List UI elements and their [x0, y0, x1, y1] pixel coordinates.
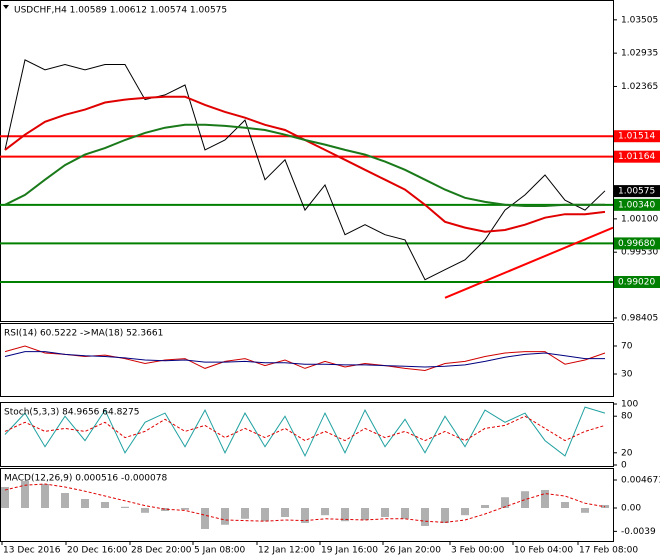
y-tick-label: 70 — [621, 342, 633, 352]
price-label-box — [614, 198, 660, 211]
histogram-bar — [181, 507, 189, 510]
y-tick-label: 100 — [621, 400, 638, 410]
histogram-bar — [41, 484, 49, 508]
histogram-bar — [101, 502, 109, 508]
last-price: 1.00575 — [618, 187, 655, 197]
x-tick-label: 17 Feb 08:00 — [579, 546, 638, 556]
histogram-bar — [361, 507, 369, 520]
series-line — [4, 483, 606, 523]
y-tick-label: 0.004671 — [621, 476, 660, 486]
histogram-bar — [461, 507, 469, 516]
panel: 70 30 RSI(14) 60.5222 ->MA(18) 52.3661 — [0, 323, 633, 397]
histogram-bar — [421, 507, 429, 526]
histogram-bar — [441, 507, 449, 523]
histogram-bar — [221, 507, 229, 525]
x-tick-label: 20 Dec 16:00 — [67, 546, 128, 556]
price-label-box — [614, 150, 660, 163]
panel-title: Stoch(5,3,3) 84.9656 64.8275 — [4, 408, 139, 418]
histogram-bar — [161, 507, 169, 511]
x-tick-label: 12 Jan 12:00 — [258, 546, 315, 556]
y-tick-label: 80 — [621, 412, 633, 422]
y-tick-label: 1.00100 — [621, 214, 658, 224]
series-line — [4, 415, 606, 442]
y-tick-label: 20 — [621, 448, 633, 458]
panel: 1.03505 1.02935 1.02365 1.00100 0.99530 0.984… — [0, 0, 660, 323]
symbol-icon — [3, 5, 9, 9]
y-tick-label: 1.02365 — [621, 82, 658, 92]
x-tick-label: 19 Jan 16:00 — [321, 546, 378, 556]
histogram-bar — [201, 507, 209, 529]
histogram-bar — [381, 507, 389, 517]
x-tick-label: 26 Jan 20:00 — [384, 546, 441, 556]
histogram-bar — [61, 493, 69, 508]
x-tick-label: 5 Jan 08:00 — [194, 546, 246, 556]
x-tick-label: 3 Feb 00:00 — [451, 546, 505, 556]
series-line — [4, 345, 606, 372]
panel: 100 80 20 0 Stoch(5,3,3) 84.9656 64.8275 — [0, 400, 638, 471]
histogram-bar — [581, 507, 589, 513]
y-tick-label: 1.03505 — [621, 15, 658, 25]
histogram-bar — [341, 507, 349, 522]
series-line — [4, 406, 606, 458]
histogram-bar — [281, 507, 289, 517]
y-tick-label: 30 — [621, 370, 633, 380]
histogram-bar — [241, 507, 249, 519]
price-label: 1.00340 — [618, 200, 655, 210]
panel-frame — [0, 402, 614, 467]
price-label: 1.01514 — [618, 132, 655, 142]
x-tick-label: 28 Dec 20:00 — [131, 546, 192, 556]
histogram-bar — [521, 491, 529, 508]
y-tick-label: 0.99530 — [621, 248, 658, 258]
histogram-bar — [121, 506, 129, 508]
histogram-bar — [501, 497, 509, 508]
y-tick-label: 0.98405 — [621, 313, 658, 323]
x-tick-label: 13 Dec 2016 — [3, 546, 61, 556]
histogram-bar — [261, 507, 269, 522]
x-tick-label: 10 Feb 04:00 — [514, 546, 573, 556]
series-line — [4, 123, 605, 207]
price-label-box — [614, 130, 660, 143]
panel-title: USDCHF,H4 1.00589 1.00612 1.00574 1.0057… — [14, 6, 227, 16]
price-label: 0.99020 — [618, 278, 655, 288]
histogram-bar — [1, 487, 9, 508]
price-label-box — [614, 237, 660, 250]
histogram-bar — [401, 507, 409, 519]
y-tick-label: 1.02935 — [621, 49, 658, 59]
panel-frame — [0, 0, 614, 322]
series-line — [4, 59, 606, 281]
histogram-bar — [321, 507, 329, 516]
histogram-bar — [81, 499, 89, 508]
histogram-bar — [21, 481, 29, 508]
price-label: 0.99680 — [618, 239, 655, 249]
histogram-bar — [561, 502, 569, 508]
y-tick-label: 0.00 — [621, 503, 641, 513]
panel-title: RSI(14) 60.5222 ->MA(18) 52.3661 — [4, 329, 163, 339]
panel-frame — [0, 323, 614, 397]
y-tick-label: 0 — [621, 461, 627, 471]
series-line — [4, 351, 605, 368]
histogram-bar — [301, 507, 309, 523]
price-label-box — [614, 276, 660, 289]
histogram-bar — [541, 490, 549, 508]
y-tick-label: -0.0039 — [621, 527, 656, 537]
last-price-box — [614, 185, 660, 198]
histogram-bar — [481, 505, 489, 508]
trendline — [444, 226, 614, 299]
price-label: 1.01164 — [618, 152, 655, 162]
panel-title: MACD(12,26,9) 0.000516 -0.000078 — [4, 474, 167, 484]
histogram-bar — [141, 507, 149, 513]
